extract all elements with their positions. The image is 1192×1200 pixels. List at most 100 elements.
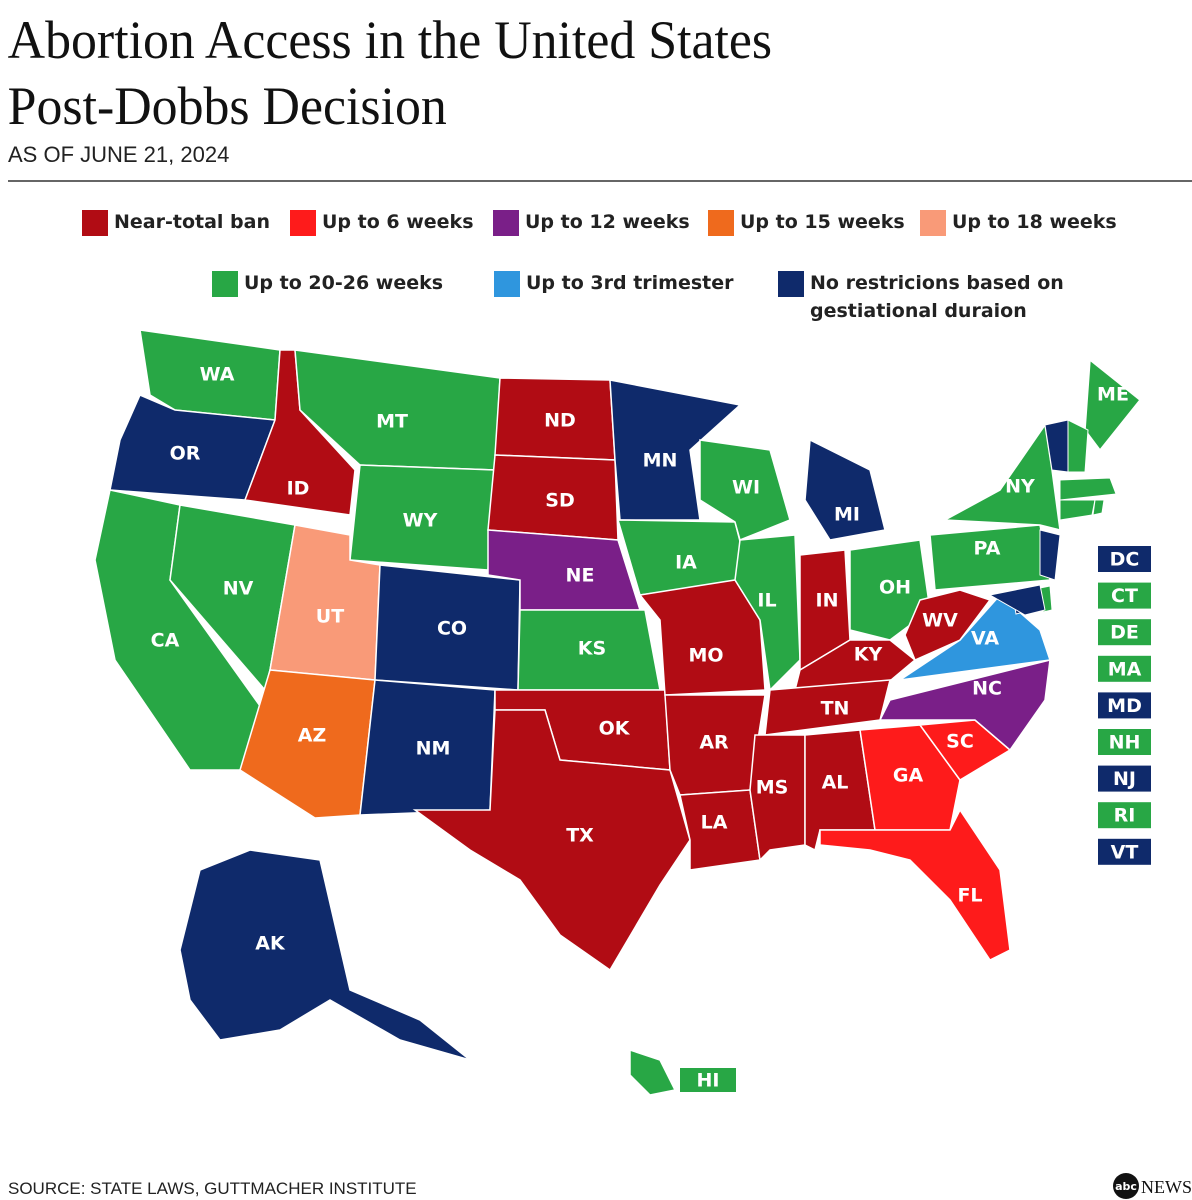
legend-label: No restricions based on gestiational dur… [810, 272, 1064, 322]
legend-item: Up to 6 weeks [322, 211, 474, 233]
state [1084, 358, 1142, 452]
state [1039, 529, 1061, 581]
state-label: HI [697, 1070, 720, 1092]
state-label: IN [816, 590, 839, 612]
state-label: FL [957, 885, 982, 907]
state [1059, 477, 1117, 501]
logo-text: abc [1115, 1180, 1137, 1193]
state [629, 1048, 677, 1096]
state-label: DE [1110, 622, 1139, 644]
state-label: WA [200, 364, 235, 386]
legend-label: Near-total ban [114, 211, 270, 233]
state-label: TX [566, 825, 594, 847]
state [1044, 419, 1069, 473]
state-label: MA [1108, 658, 1142, 680]
logo-circle [1113, 1173, 1139, 1199]
state-tag [1098, 838, 1151, 865]
state-label: MO [688, 645, 723, 667]
legend-label: Up to 6 weeks [322, 211, 474, 233]
state [1059, 499, 1096, 521]
state-label: PA [974, 538, 1001, 560]
state [929, 524, 1051, 591]
title-line: Post-Dobbs Decision [8, 77, 447, 136]
state-label: NV [223, 578, 254, 600]
legend-swatch [920, 210, 946, 236]
legend-swatch [82, 210, 108, 236]
legend-item: Up to 20-26 weeks [244, 272, 444, 294]
state-tag [1098, 655, 1151, 682]
legend-item: Near-total ban [114, 211, 270, 233]
state [609, 379, 742, 521]
legend-label: Up to 18 weeks [952, 211, 1117, 233]
state-label: VA [971, 628, 999, 650]
state-label: OH [879, 577, 911, 599]
state-label: UT [316, 606, 344, 628]
state-label: OK [599, 718, 631, 740]
state-label: IL [757, 590, 776, 612]
state [179, 849, 471, 1061]
state-tag [1098, 765, 1151, 792]
legend-label: Up to 12 weeks [525, 211, 690, 233]
state-label: MD [1107, 695, 1142, 717]
state [942, 423, 1061, 531]
state-label: SD [545, 490, 574, 512]
state [819, 808, 1011, 961]
state-label: WY [403, 510, 438, 532]
state-label: AK [255, 933, 286, 955]
state [904, 589, 992, 662]
state-label: KY [854, 644, 883, 666]
legend-swatch [494, 271, 520, 297]
brand: NEWS [1141, 1177, 1192, 1197]
legend-item: Up to 15 weeks [740, 211, 905, 233]
state [239, 669, 376, 819]
legend-item: No restricions based on gestiational dur… [810, 272, 1064, 322]
state-label: NY [1005, 476, 1035, 498]
source: SOURCE: STATE LAWS, GUTTMACHER INSTITUTE [8, 1179, 417, 1198]
state-label: CO [437, 618, 467, 640]
state-label: WI [732, 477, 760, 499]
state-label: MS [756, 777, 789, 799]
state-label: KS [578, 638, 606, 660]
state [859, 724, 961, 831]
legend-label: Up to 3rd trimester [526, 272, 734, 294]
state [1092, 499, 1105, 516]
state-label: AZ [298, 725, 326, 747]
subtitle: AS OF JUNE 21, 2024 [8, 142, 229, 167]
state-label: NC [972, 678, 1002, 700]
state-tag [1098, 619, 1151, 646]
legend-swatch [290, 210, 316, 236]
state-label: SC [946, 731, 974, 753]
state-label: OR [170, 443, 201, 465]
state-label: NE [566, 565, 595, 587]
state [412, 709, 691, 972]
state-label: NJ [1113, 768, 1136, 790]
state-label: MT [376, 411, 408, 433]
state-label: NM [416, 738, 451, 760]
state-label: TN [821, 698, 850, 720]
legend-label: Up to 20-26 weeks [244, 272, 444, 294]
state-tag [1098, 582, 1151, 609]
state-label: CT [1111, 585, 1138, 607]
state-tag [1098, 546, 1151, 572]
state-tag [680, 1068, 736, 1092]
state-label: NH [1109, 732, 1141, 754]
state-label: ME [1097, 384, 1129, 406]
state-label: AR [699, 732, 729, 754]
title-line: Abortion Access in the United States [8, 11, 772, 70]
state-label: GA [893, 765, 924, 787]
state [804, 438, 886, 541]
state-label: ID [287, 478, 310, 500]
state-tag [1098, 802, 1151, 829]
state-label: DC [1110, 549, 1140, 571]
state-label: CA [151, 630, 180, 652]
state-label: VT [1111, 841, 1139, 863]
legend-swatch [778, 271, 804, 297]
legend-swatch [212, 271, 238, 297]
state-label: AL [822, 772, 849, 794]
state-label: LA [701, 812, 728, 834]
state-label: MI [834, 504, 860, 526]
state-label: IA [675, 552, 697, 574]
state [679, 789, 761, 871]
legend-item: Up to 18 weeks [952, 211, 1117, 233]
